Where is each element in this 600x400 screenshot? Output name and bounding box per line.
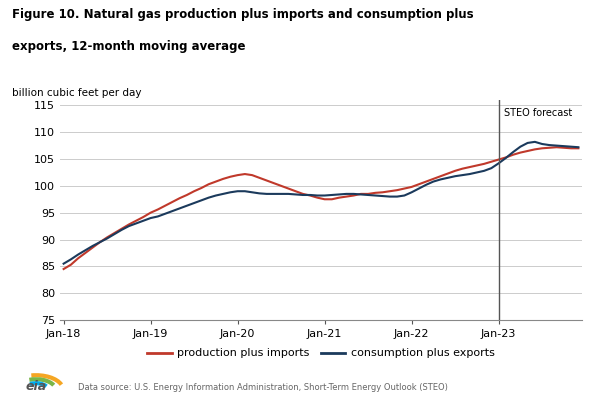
Text: billion cubic feet per day: billion cubic feet per day [12,88,142,98]
Text: Data source: U.S. Energy Information Administration, Short-Term Energy Outlook (: Data source: U.S. Energy Information Adm… [78,383,448,392]
Text: eia: eia [25,380,47,393]
Text: Figure 10. Natural gas production plus imports and consumption plus: Figure 10. Natural gas production plus i… [12,8,473,21]
Text: exports, 12-month moving average: exports, 12-month moving average [12,40,245,53]
Legend: production plus imports, consumption plus exports: production plus imports, consumption plu… [143,344,499,363]
Text: STEO forecast: STEO forecast [505,108,572,118]
